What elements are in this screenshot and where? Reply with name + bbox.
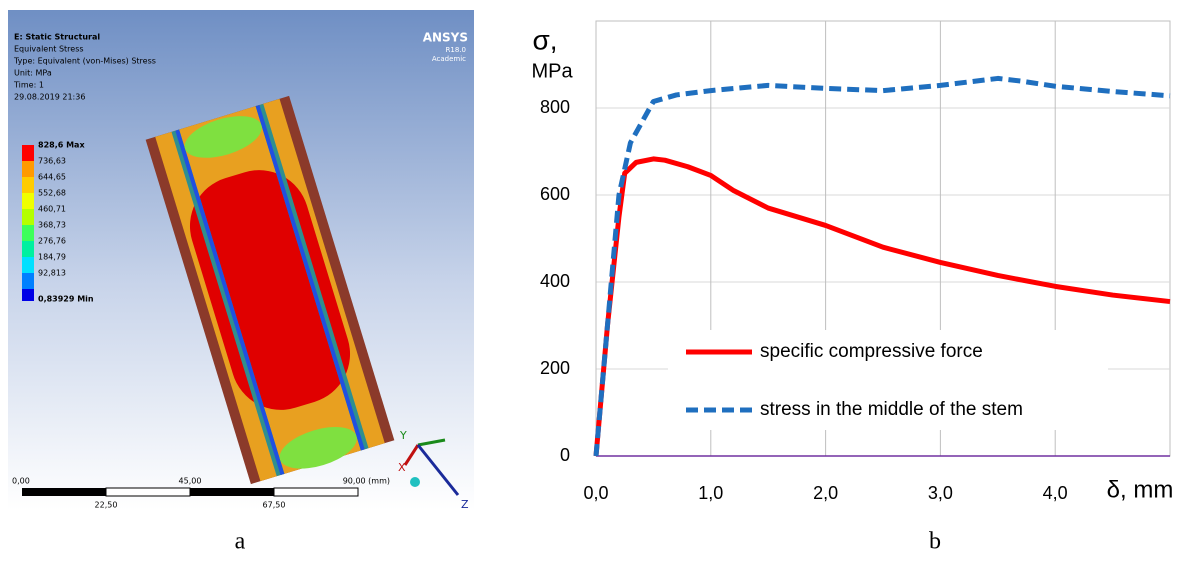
scale-label: 0,00: [12, 477, 30, 486]
scale-label: 90,00 (mm): [343, 477, 390, 486]
scale-label: 22,50: [95, 501, 118, 510]
y-tick-label: 0: [560, 445, 570, 465]
axis-letter: Z: [461, 498, 469, 511]
figure: E: Static Structural Equivalent Stress T…: [0, 0, 1203, 558]
x-tick-label: 4,0: [1043, 483, 1068, 503]
fem-panel: E: Static Structural Equivalent Stress T…: [8, 10, 474, 555]
axis-letter: Y: [399, 429, 407, 442]
contour-label: 460,71: [38, 205, 66, 214]
y-tick-label: 600: [540, 184, 570, 204]
y-axis-label: MPa: [531, 60, 573, 82]
contour-label: 368,73: [38, 221, 66, 230]
contour-label: 828,6 Max: [38, 141, 85, 150]
header: Equivalent Stress: [14, 45, 84, 54]
y-tick-label: 800: [540, 97, 570, 117]
contour-label: 184,79: [38, 253, 66, 262]
x-tick-label: 2,0: [813, 483, 838, 503]
brand: R18.0: [446, 46, 466, 54]
contour-label: 552,68: [38, 189, 66, 198]
axis-letter: X: [398, 461, 406, 474]
scale-label: 45,00: [179, 477, 202, 486]
header: Type: Equivalent (von-Mises) Stress: [13, 57, 156, 66]
brand: ANSYS: [423, 31, 468, 45]
x-tick-label: 3,0: [928, 483, 953, 503]
scale-label: 67,50: [263, 501, 286, 510]
panel-label: a: [235, 529, 246, 555]
legend-label: stress in the middle of the stem: [760, 399, 1023, 420]
header: Time: 1: [13, 81, 44, 90]
brand: Academic: [432, 55, 466, 63]
contour-label: 644,65: [38, 173, 66, 182]
contour-label: 736,63: [38, 157, 66, 166]
panel-label: b: [929, 529, 941, 555]
header: 29.08.2019 21:36: [14, 93, 85, 102]
y-tick-label: 400: [540, 271, 570, 291]
y-tick-label: 200: [540, 358, 570, 378]
contour-label: 92,813: [38, 269, 66, 278]
x-tick-label: 0,0: [583, 483, 608, 503]
header: Unit: MPa: [14, 69, 52, 78]
legend-label: specific compressive force: [760, 341, 983, 362]
chart: σ, MPa δ, mm b 0 200 400 600 800 0,0 1,0 2,0 3,0…: [531, 21, 1173, 555]
scale-bar: [22, 488, 358, 496]
x-tick-label: 1,0: [698, 483, 723, 503]
y-axis-label: σ,: [532, 24, 557, 55]
header: E: Static Structural: [14, 33, 100, 42]
x-axis-label: δ, mm: [1107, 476, 1174, 503]
contour-label: 276,76: [38, 237, 66, 246]
contour-colors: [22, 145, 34, 301]
contour-label: 0,83929 Min: [38, 295, 94, 304]
